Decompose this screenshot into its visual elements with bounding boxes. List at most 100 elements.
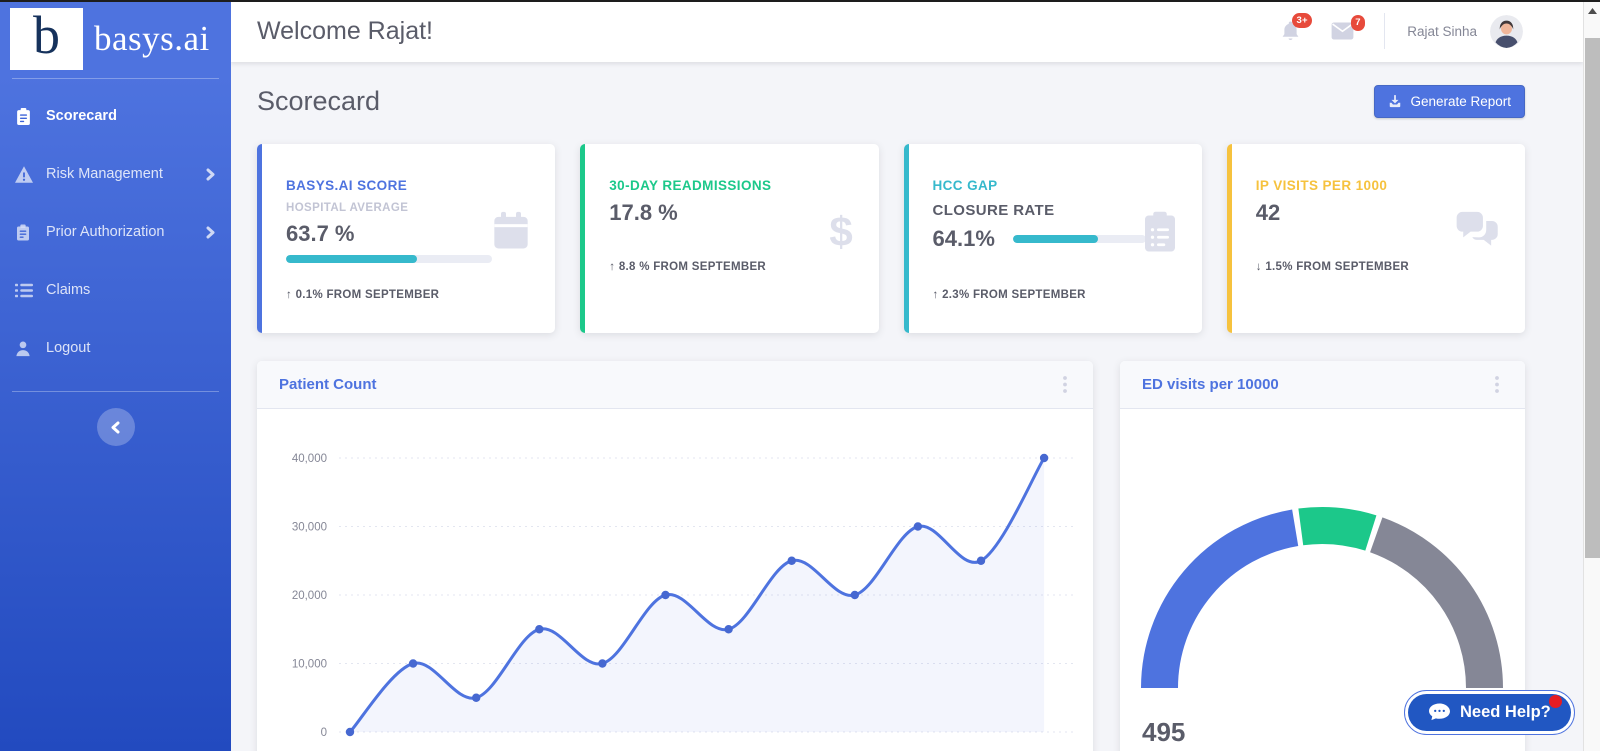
kebab-menu-icon[interactable] [1491,372,1503,397]
list-icon [15,283,35,298]
patient-count-card: Patient Count 40,000 30,000 20,000 10,000 0 [257,361,1093,751]
arrow-down-icon: ↓ [1255,261,1262,273]
charts-row: Patient Count 40,000 30,000 20,000 10,000 0 … [257,361,1525,751]
stat-card-title: BASYS.AI SCORE [286,178,408,193]
brand-logo-mark: b [10,8,83,70]
stat-card-delta: ↑ 8.8 % FROM SEPTEMBER [609,261,767,273]
chart-title: ED visits per 10000 [1142,376,1279,393]
arrow-up-icon: ↑ [932,289,939,301]
download-icon [1388,94,1402,108]
page-title: Scorecard [257,85,381,116]
stat-card-value: 63.7 % [286,221,355,246]
svg-text:20,000: 20,000 [292,590,327,602]
sidebar-item-label: Prior Authorization [46,224,165,240]
generate-report-button[interactable]: Generate Report [1374,84,1525,118]
stat-card-value: 64.1% [932,226,995,251]
notification-dot [1548,695,1562,708]
sidebar-divider [12,391,219,392]
messages-button[interactable]: 7 [1331,15,1366,40]
scroll-up-arrow[interactable] [1584,2,1600,19]
vertical-scrollbar[interactable] [1583,2,1600,751]
sidebar-collapse-button[interactable] [96,408,135,446]
chevron-left-icon [111,421,120,434]
notifications-button[interactable]: 3+ [1280,12,1313,43]
topbar-divider [1384,13,1386,49]
user-name: Rajat Sinha [1407,23,1477,39]
chart-title: Patient Count [279,376,377,393]
topbar-right: 3+ 7 Rajat Sinha [1280,12,1523,49]
sidebar-divider [12,78,219,79]
gauge-value: 495 [1142,717,1186,747]
clipboard-list-icon [1142,210,1178,259]
kebab-menu-icon[interactable] [1059,372,1071,397]
avatar[interactable] [1490,14,1523,48]
sidebar-item-claims[interactable]: Claims [0,261,231,319]
page-head: Scorecard Generate Report [257,84,1525,118]
need-help-label: Need Help? [1460,703,1551,721]
patient-count-chart-body: 40,000 30,000 20,000 10,000 0 [257,409,1093,751]
stat-card-value: 17.8 % [609,200,678,225]
chevron-right-icon [206,226,215,239]
arrow-up-icon: ↑ [609,261,616,273]
stat-card-hcc-gap: HCC GAP CLOSURE RATE 64.1% ↑ 2.3% FROM S… [903,144,1202,333]
dollar-icon: $ [827,208,855,261]
welcome-title: Welcome Rajat! [257,16,433,45]
stat-cards-row: BASYS.AI SCORE HOSPITAL AVERAGE 63.7 % ↑… [257,144,1525,333]
chat-icon [1455,210,1501,255]
sidebar-item-label: Logout [46,340,91,356]
chart-header: Patient Count [257,361,1093,409]
stat-card-readmissions: 30-DAY READMISSIONS 17.8 % ↑ 8.8 % FROM … [580,144,879,333]
ed-visits-card: ED visits per 10000 495 [1120,361,1525,751]
sidebar: b basys.ai Scorecard Risk Management Pri… [0,0,231,751]
scrollbar-thumb[interactable] [1585,38,1600,558]
progress-bar [1012,235,1146,243]
warning-triangle-icon [15,165,35,183]
ed-visits-chart-body: 495 [1120,409,1525,751]
stat-card-basys-score: BASYS.AI SCORE HOSPITAL AVERAGE 63.7 % ↑… [257,144,556,333]
stat-card-title: HCC GAP [932,178,998,193]
ed-visits-gauge-chart [1141,507,1503,689]
progress-bar [286,255,492,263]
stat-card-value: 42 [1255,200,1281,225]
calendar-icon [491,210,531,257]
stat-card-delta: ↑ 2.3% FROM SEPTEMBER [932,289,1086,301]
svg-text:10,000: 10,000 [292,659,327,671]
progress-bar-fill [1012,235,1099,243]
notifications-badge: 3+ [1291,12,1313,28]
stat-card-title: IP VISITS PER 1000 [1255,178,1388,193]
main-content: Scorecard Generate Report BASYS.AI SCORE… [231,62,1583,751]
sidebar-item-label: Claims [46,282,91,298]
clipboard-icon [15,107,35,126]
mail-icon [1331,22,1354,40]
chart-header: ED visits per 10000 [1120,361,1525,409]
sidebar-item-prior-authorization[interactable]: Prior Authorization [0,203,231,261]
topbar: Welcome Rajat! 3+ 7 Rajat Sinha [231,0,1583,62]
messages-badge: 7 [1350,15,1366,31]
sidebar-item-label: Risk Management [46,166,163,182]
sidebar-item-risk-management[interactable]: Risk Management [0,145,231,203]
clipboard-icon [15,223,35,242]
stat-card-value-row: 64.1% [933,226,1178,252]
brand-logo[interactable]: b basys.ai [0,0,231,76]
chat-bubble-icon [1428,702,1451,723]
sidebar-item-label: Scorecard [46,108,117,124]
brand-name: basys.ai [94,19,210,58]
svg-text:0: 0 [321,727,327,739]
sidebar-item-scorecard[interactable]: Scorecard [0,87,231,145]
stat-card-subtitle: CLOSURE RATE [932,202,1055,219]
svg-text:30,000: 30,000 [292,522,327,534]
chevron-right-icon [206,168,215,181]
svg-text:40,000: 40,000 [292,453,327,465]
arrow-up-icon: ↑ [286,289,293,301]
sidebar-item-logout[interactable]: Logout [0,319,231,377]
generate-report-label: Generate Report [1410,93,1511,109]
svg-text:$: $ [829,210,852,255]
window-top-edge [0,0,1600,2]
stat-card-title: 30-DAY READMISSIONS [609,178,772,193]
stat-card-ip-visits: IP VISITS PER 1000 42 ↓ 1.5% FROM SEPTEM… [1226,144,1525,333]
need-help-button[interactable]: Need Help? [1404,690,1575,735]
stat-card-subtitle: HOSPITAL AVERAGE [286,202,409,214]
user-icon [15,340,35,357]
stat-card-delta: ↓ 1.5% FROM SEPTEMBER [1255,261,1410,273]
progress-bar-fill [286,255,418,263]
